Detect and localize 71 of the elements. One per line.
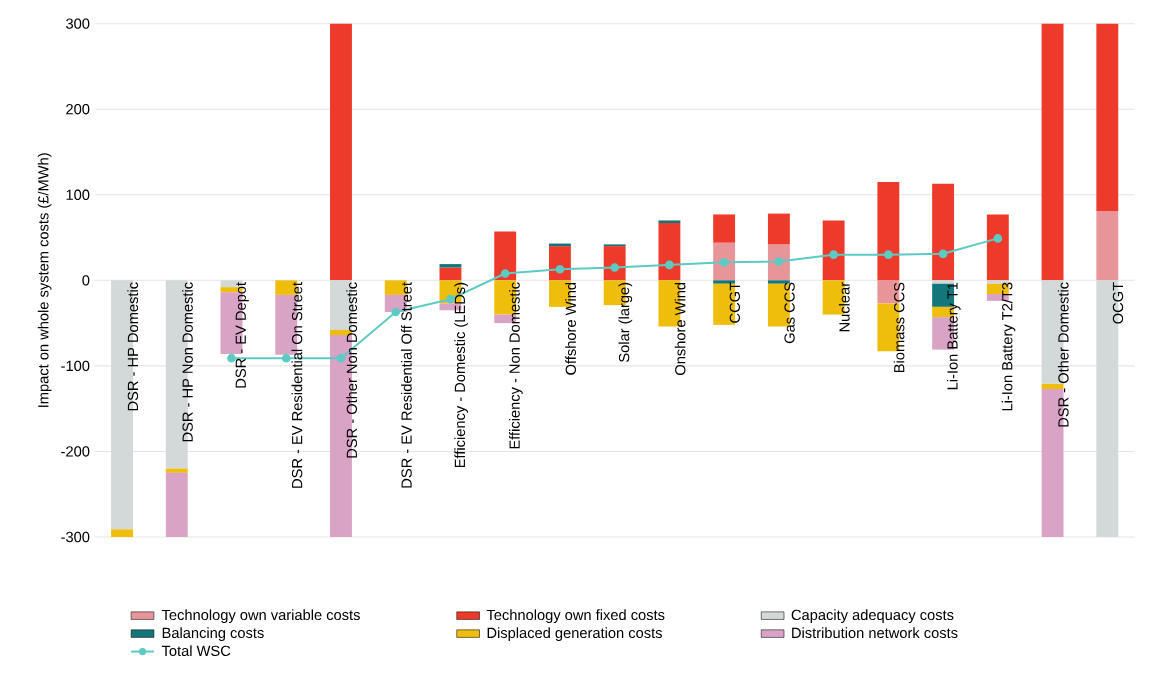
legend-label: Total WSC (161, 645, 231, 657)
bar (986, 280, 1009, 284)
y-axis-title: Impact on whole system costs (£/MWh) (37, 153, 52, 407)
bar (330, 23, 352, 281)
bar (658, 223, 681, 281)
x-tick-label: DSR - EV Residential On Street (291, 282, 303, 488)
legend-label: Technology own variable costs (161, 609, 360, 623)
bar (822, 220, 845, 281)
bar (713, 280, 736, 284)
x-tick-label: DSR - EV Depot (235, 282, 249, 388)
x-tick-label: Li-Ion Battery T2/T3 (1001, 282, 1016, 411)
point (391, 307, 401, 317)
x-tick-label: Efficiency - Domestic (LEDs) (454, 282, 468, 468)
bar (767, 280, 790, 284)
bar (1096, 211, 1119, 281)
point (227, 353, 236, 363)
bar (713, 214, 736, 243)
point (719, 258, 729, 267)
bar (165, 472, 188, 537)
point (336, 353, 346, 363)
bar (877, 181, 900, 281)
bar (932, 280, 955, 284)
x-tick-label: Onshore Wind (674, 282, 686, 375)
y-tick-label: -200 (61, 446, 90, 457)
bar (439, 267, 462, 281)
legend-label: Distribution network costs (792, 627, 958, 639)
x-tick-label: Efficiency - Non Domestic (509, 282, 523, 449)
point (993, 234, 1003, 243)
bar (658, 220, 681, 224)
point (665, 260, 674, 270)
x-tick-label: OCGT (1112, 282, 1124, 324)
y-tick-label: 0 (82, 275, 90, 286)
point (938, 249, 948, 259)
bar (1041, 383, 1064, 389)
x-tick-label: DSR - EV Residential Off Street (401, 282, 412, 488)
x-tick-label: CCGT (729, 282, 741, 323)
bar (1041, 23, 1064, 281)
legend-label: Balancing costs (162, 627, 264, 641)
y-tick-label: 100 (66, 189, 90, 200)
x-tick-label: DSR - Other Non Domestic (346, 282, 358, 458)
y-tick-label: -300 (61, 531, 90, 543)
bar (494, 231, 517, 281)
point (610, 263, 619, 272)
x-tick-label: Nuclear (838, 282, 850, 332)
bar (932, 183, 955, 281)
point (884, 250, 893, 259)
point (281, 353, 291, 363)
bar (165, 468, 188, 473)
y-tick-label: 300 (66, 18, 90, 29)
bar (767, 213, 790, 245)
legend-label: Displaced generation costs (487, 627, 662, 641)
x-tick-label: Li-Ion Battery T1 (946, 282, 961, 390)
point (774, 257, 784, 266)
x-tick-label: Gas CCS (784, 282, 795, 344)
x-tick-label: Offshore Wind (565, 282, 576, 375)
point (500, 269, 510, 278)
bar (439, 264, 462, 268)
point (555, 264, 565, 274)
x-tick-label: DSR - HP Non Domestic (182, 282, 193, 442)
bar (111, 529, 133, 537)
x-tick-label: Solar (large) (618, 282, 633, 362)
x-tick-label: DSR - HP Domestic (127, 282, 139, 411)
bar (986, 214, 1009, 281)
bar (1096, 23, 1119, 212)
y-tick-label: 200 (66, 104, 90, 115)
legend-label: Capacity adequacy costs (791, 609, 954, 623)
y-tick-label: -100 (61, 360, 90, 372)
x-tick-label: DSR - Other Domestic (1057, 282, 1069, 427)
point (829, 250, 838, 259)
x-tick-label: Biomass CCS (893, 282, 905, 372)
legend-label: Technology own fixed costs (486, 609, 665, 623)
